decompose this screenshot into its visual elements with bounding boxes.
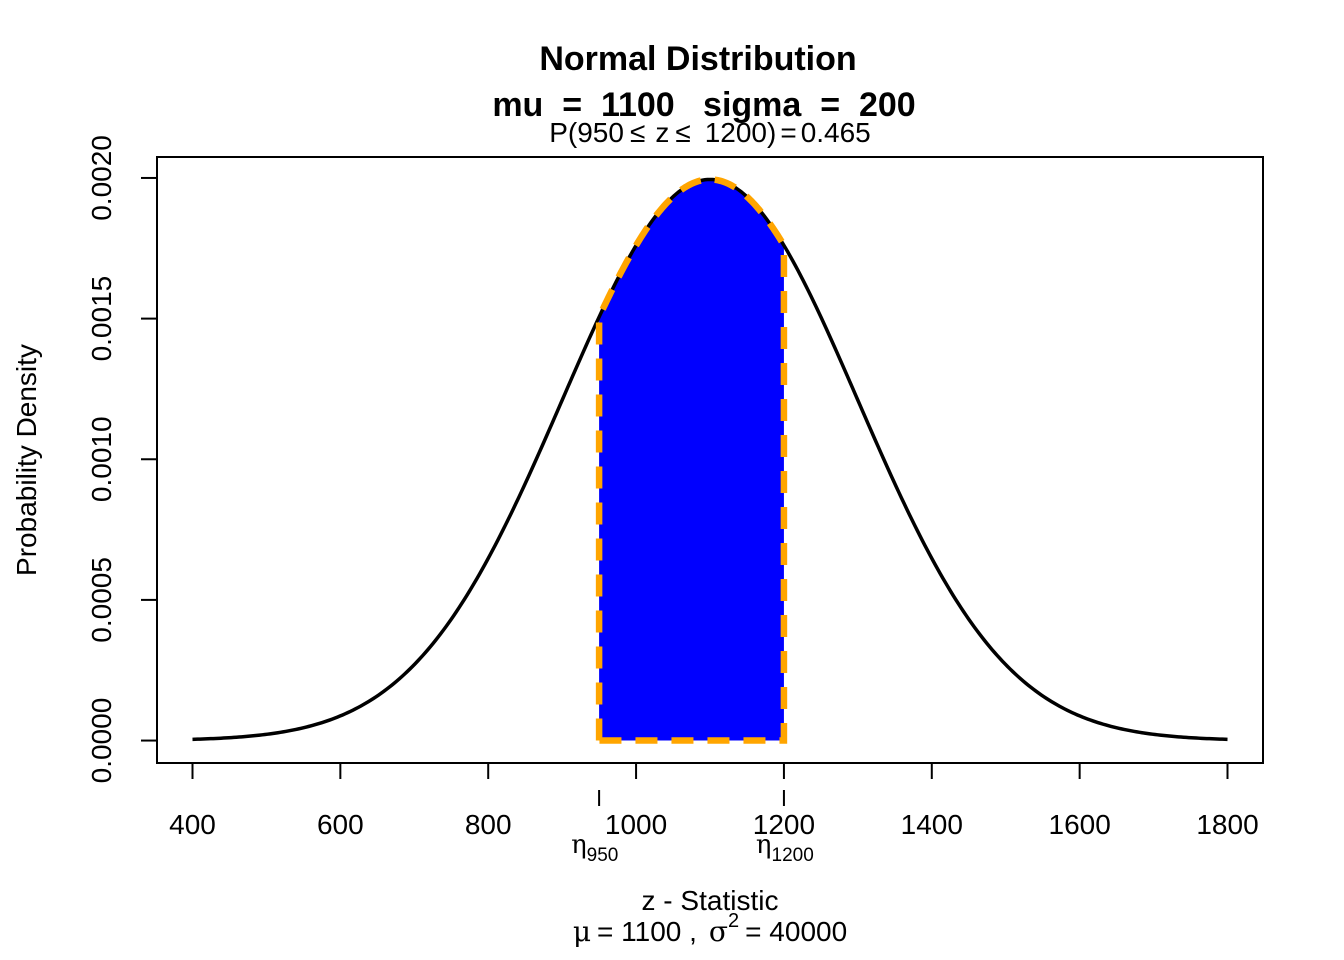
interval-markers: η950 η1200 <box>571 790 814 866</box>
x-axis-label: z - Statistic <box>642 885 779 916</box>
x-tick-label: 800 <box>465 809 512 840</box>
y-tick-label: 0.0000 <box>86 698 117 784</box>
prob-le-symbol-1: ≤ <box>630 117 645 148</box>
prob-equals: = <box>780 117 796 148</box>
mu-text: = 1100 , <box>597 916 697 947</box>
chart-title: Normal Distribution <box>539 40 856 78</box>
prob-lower: 950 <box>577 117 624 148</box>
shaded-probability-area <box>599 179 784 741</box>
interval-marker-label: η1200 <box>756 830 814 866</box>
x-tick-label: 1600 <box>1049 809 1111 840</box>
x-axis-secondary-label: μ = 1100 , σ2 = 40000 <box>573 910 847 948</box>
prob-le-symbol-2: ≤ <box>675 117 690 148</box>
x-tick-label: 400 <box>169 809 216 840</box>
interval-marker-label: η950 <box>571 830 618 866</box>
x-tick-label: 600 <box>317 809 364 840</box>
y-tick-label: 0.0015 <box>86 276 117 362</box>
x-tick-label: 1200 <box>753 809 815 840</box>
prob-upper: 1200 <box>705 117 767 148</box>
shaded-area-border <box>595 176 788 744</box>
sigma-exponent: 2 <box>728 910 739 932</box>
sigma-symbol: σ <box>709 915 728 948</box>
mu-symbol: μ <box>573 915 591 948</box>
probability-annotation: P(950 ≤ z ≤1200) = 0.465 <box>549 117 871 148</box>
chart-subtitle: mu = 1100 sigma = 200 <box>492 86 915 124</box>
prob-value: 0.465 <box>801 117 871 148</box>
y-axis-label: Probability Density <box>11 344 42 576</box>
y-tick-label: 0.0010 <box>86 416 117 502</box>
x-tick-label: 1400 <box>901 809 963 840</box>
prob-close: ) <box>767 117 776 148</box>
x-axis: 400 600 800 1000 1200 1400 1600 1800 <box>169 762 1259 840</box>
prob-prefix: P( <box>549 117 578 148</box>
sigma-text: = 40000 <box>745 916 847 947</box>
y-axis: 0.0000 0.0005 0.0010 0.0015 0.0020 <box>86 135 158 784</box>
x-tick-label: 1000 <box>605 809 667 840</box>
y-tick-label: 0.0020 <box>86 135 117 221</box>
y-tick-label: 0.0005 <box>86 557 117 643</box>
density-curve <box>192 177 1228 742</box>
prob-variable: z <box>655 117 669 148</box>
x-tick-label: 1800 <box>1196 809 1258 840</box>
